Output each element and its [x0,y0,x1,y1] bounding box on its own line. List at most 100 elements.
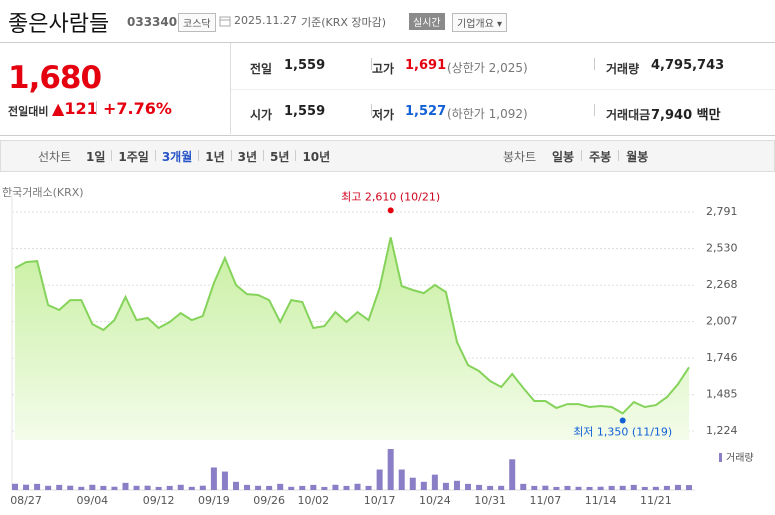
x-tick-label: 09/04 [76,494,108,507]
volume-bar [453,480,460,490]
change: ▲121 [52,99,98,118]
volume-bar [111,486,118,490]
volume-bar [520,483,527,490]
volume-bar [442,482,449,490]
period-tab[interactable]: 3개월 [161,150,193,164]
stat-value: 1,559 [284,104,326,119]
y-tick-label: 2,007 [706,315,738,328]
divider [111,150,113,161]
period-tab[interactable]: 1년 [205,150,225,164]
volume-bar [255,485,262,490]
stat-value: 4,795,743 [651,58,725,73]
period-tab[interactable]: 1일 [86,150,106,164]
volume-bar [531,485,538,490]
market-badge: 코스닥 [178,13,216,32]
stat-label: 거래량 [606,62,640,76]
divider [371,58,372,70]
volume-bar [663,485,670,490]
basis: 기준(KRX 장마감) [301,16,387,29]
volume-bar [542,485,549,490]
tab-label: 봉차트 [503,150,537,164]
volume-bar [343,485,350,490]
stock-code: 033340 [127,15,178,29]
tab-bar [0,140,775,172]
volume-bar [310,484,317,490]
x-tick-label: 08/27 [10,494,42,507]
x-tick-label: 09/26 [253,494,285,507]
volume-bar [376,469,383,490]
period-tab[interactable]: 10년 [302,150,331,164]
volume-bar [674,484,681,490]
divider [581,150,583,161]
candle-tab[interactable]: 주봉 [589,150,612,164]
calendar-icon [219,16,231,27]
volume-bar [244,484,251,490]
volume-bar [652,486,659,490]
stock-name: 좋은사람들 [8,12,110,37]
x-tick-label: 10/24 [419,494,451,507]
volume-bar [34,483,41,490]
change-label: 전일대비 [8,105,49,118]
volume-bar [476,484,483,490]
volume-bar [210,467,217,490]
period-tab[interactable]: 5년 [270,150,290,164]
divider [263,150,265,161]
volume-bar [332,484,339,490]
stat-label: 전일 [250,62,273,76]
x-tick-label: 10/31 [474,494,506,507]
volume-bar [597,486,604,490]
volume-bar [155,486,162,490]
overview-button[interactable]: 기업개요 ▾ [452,13,508,32]
tab-label: 선차트 [38,150,72,164]
volume-bar [177,484,184,490]
stat-note: (상한가 2,025) [447,61,528,75]
volume-bar [619,485,626,490]
divider [618,150,620,161]
divider [230,43,231,134]
stat-label: 저가 [372,108,395,122]
x-tick-label: 09/12 [143,494,175,507]
volume-bar [420,481,427,490]
volume-bar [266,485,273,490]
volume-bar [166,485,173,490]
legend-label: 거래량 [726,452,754,464]
date: 2025.11.27 [234,14,297,27]
candle-tab[interactable]: 월봉 [626,150,649,164]
volume-bar [487,485,494,490]
source: 한국거래소(KRX) [2,186,84,199]
volume-bar [398,469,405,490]
price-area [15,237,689,440]
volume-bar [288,486,295,490]
volume-bar [630,484,637,490]
volume-bar [232,481,239,490]
volume-bar [686,485,692,490]
volume-bar [409,477,416,490]
volume-bar [465,483,472,490]
volume-bar [188,486,195,490]
realtime-button[interactable]: 실시간 [409,13,445,30]
divider [154,150,156,161]
period-tab[interactable]: 1주일 [118,150,149,164]
volume-bar [431,474,438,490]
volume-bar [12,483,18,490]
divider [230,150,232,161]
volume-bar [641,486,648,490]
volume-bar [608,485,615,490]
divider [231,89,775,90]
period-tab[interactable]: 3년 [237,150,258,164]
divider [96,101,97,115]
volume-bar [509,459,516,490]
volume-bar [89,484,96,490]
volume-bar [199,485,206,490]
x-tick-label: 11/21 [640,494,672,507]
x-tick-label: 11/14 [585,494,617,507]
min-label: 최저 1,350 (11/19) [573,425,672,438]
volume-bar [586,486,593,490]
volume-bar [365,485,372,490]
stat-label: 고가 [372,62,395,76]
volume-bar [100,485,107,490]
candle-tab[interactable]: 일봉 [552,150,575,164]
volume-bar [133,485,140,490]
